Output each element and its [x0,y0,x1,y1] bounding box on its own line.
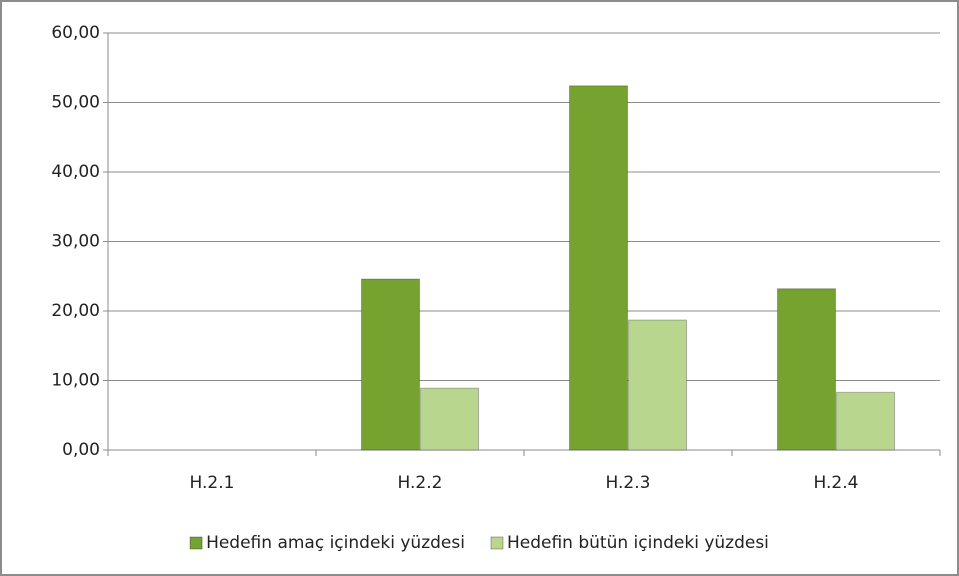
bar [420,387,479,451]
y-tick-label: 10,00 [51,371,100,391]
x-tick-label: H.2.3 [606,473,651,493]
legend-label: Hedefin amaç içindeki yüzdesi [206,533,465,553]
y-tick-label: 20,00 [51,301,100,321]
bar [628,319,687,451]
legend-swatch [490,536,504,550]
y-tick-label: 0,00 [62,440,100,460]
bar [836,391,895,451]
x-tick-label: H.2.4 [814,473,859,493]
x-tick-label: H.2.1 [190,473,235,493]
y-tick-label: 40,00 [51,162,100,182]
y-tick-label: 60,00 [51,23,100,43]
legend-label: Hedefin bütün içindeki yüzdesi [507,533,769,553]
legend-swatch [189,536,203,550]
y-tick-label: 50,00 [51,93,100,113]
bar [569,85,628,451]
bar [361,278,420,451]
y-tick-label: 30,00 [51,232,100,252]
bar [777,288,836,451]
x-tick-label: H.2.2 [398,473,443,493]
